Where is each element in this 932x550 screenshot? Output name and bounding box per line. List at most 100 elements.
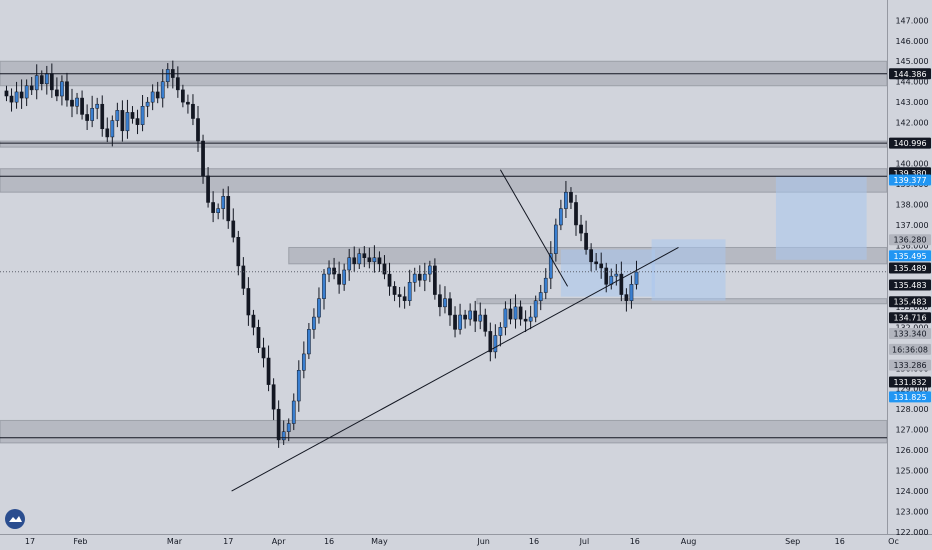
candle-body (191, 103, 195, 119)
candle-body (110, 120, 115, 138)
candle-body (120, 110, 125, 132)
candle-body (241, 265, 246, 289)
y-tick-label: 146.000 (895, 37, 928, 46)
candle-body (49, 73, 54, 91)
candle-body (186, 101, 190, 105)
candle-body (100, 103, 105, 130)
tradingview-cloud-icon[interactable] (5, 509, 25, 529)
candle-body (211, 202, 215, 213)
candle-body (221, 196, 226, 209)
candle-body (533, 300, 538, 318)
candle-body (281, 431, 286, 441)
candle-body (125, 112, 130, 132)
price-badge-bg (889, 312, 931, 324)
candle-body (201, 140, 205, 177)
price-badge: 16:36:08 (889, 343, 931, 355)
candle-body (614, 273, 619, 277)
candle-body (427, 265, 432, 275)
x-tick-label: Sep (785, 537, 800, 546)
candle-body (402, 296, 407, 301)
candle-body (231, 220, 236, 238)
candle-body (150, 91, 155, 103)
price-badge-bg (889, 327, 931, 339)
y-tick-label: 127.000 (895, 426, 928, 435)
price-badge-label: 135.483 (893, 298, 926, 307)
y-tick-label: 133.000 (895, 303, 928, 312)
price-badge-bg (889, 391, 931, 403)
candle-body (508, 308, 513, 320)
price-badge: 131.832 (889, 376, 931, 388)
candle-body (503, 308, 508, 328)
price-badge-bg (889, 250, 931, 262)
candle-body (498, 327, 503, 336)
candle-body (619, 273, 624, 295)
y-tick-label: 147.000 (895, 16, 928, 25)
candle-body (594, 261, 599, 265)
x-tick-label: 17 (25, 537, 35, 546)
candle-body (579, 224, 583, 234)
candle-body (19, 91, 24, 99)
candle-body (422, 273, 427, 281)
y-tick-label: 129.000 (895, 385, 928, 394)
candle-body (493, 335, 498, 353)
candle-body (332, 267, 336, 275)
y-tick-label: 137.000 (895, 221, 928, 230)
price-badge-label: 133.286 (893, 361, 926, 370)
candle-body (4, 90, 9, 97)
candle-body (44, 73, 49, 84)
y-tick-label: 132.000 (895, 323, 928, 332)
candle-body (286, 423, 291, 432)
y-tick-label: 140.000 (895, 160, 928, 169)
target-zone (775, 175, 867, 260)
x-axis[interactable]: 17 Feb Mar 17 Apr 16 May Jun 16 Jul 16 Aug Sep 16 Oc (25, 537, 899, 546)
candle-body (24, 85, 29, 99)
price-badge: 133.286 (889, 359, 931, 371)
candle-body (85, 114, 89, 121)
candle-body (337, 273, 341, 285)
candle-body (518, 306, 523, 320)
candle-body (574, 202, 578, 226)
candle-body (80, 97, 84, 115)
candle-body (145, 101, 150, 107)
price-badge-label: 140.996 (893, 139, 926, 148)
price-badge-label: 135.483 (893, 281, 926, 290)
candle-body (90, 108, 95, 121)
candle-body (599, 263, 604, 269)
price-badge: 140.996 (889, 137, 931, 149)
y-tick-label: 128.000 (895, 405, 928, 414)
candle-body (458, 314, 462, 330)
y-tick-label: 126.000 (895, 446, 928, 455)
candle-body (392, 286, 397, 295)
candle-body (95, 103, 100, 109)
price-badge-label: 135.495 (893, 252, 926, 261)
trendline (499, 169, 569, 287)
candle-body (251, 314, 256, 328)
candle-body (105, 128, 110, 138)
candle-body (160, 81, 165, 99)
price-badge-label: 134.716 (893, 314, 926, 323)
candle-body (629, 284, 634, 301)
price-badge: 133.340 (889, 327, 931, 339)
candle-body (362, 253, 367, 258)
candle-body (589, 249, 593, 263)
support-resistance-zone (0, 140, 888, 148)
candle-body (322, 273, 326, 299)
candle-body (543, 277, 548, 293)
candle-body (488, 331, 493, 353)
candle-body (604, 267, 609, 285)
y-tick-label: 123.000 (895, 508, 928, 517)
price-badge-label: 16:36:08 (892, 345, 928, 354)
price-badge-bg (889, 359, 931, 371)
target-zone (651, 239, 726, 301)
candle-body (75, 97, 79, 107)
candle-body (317, 298, 321, 318)
candle-body (377, 257, 382, 265)
candle-body (307, 329, 311, 355)
candle-body (296, 370, 301, 402)
x-tick-label: 16 (630, 537, 640, 546)
candle-body (65, 81, 69, 101)
candle-body (478, 314, 483, 322)
candle-body (624, 294, 629, 301)
candle-body (473, 310, 478, 322)
